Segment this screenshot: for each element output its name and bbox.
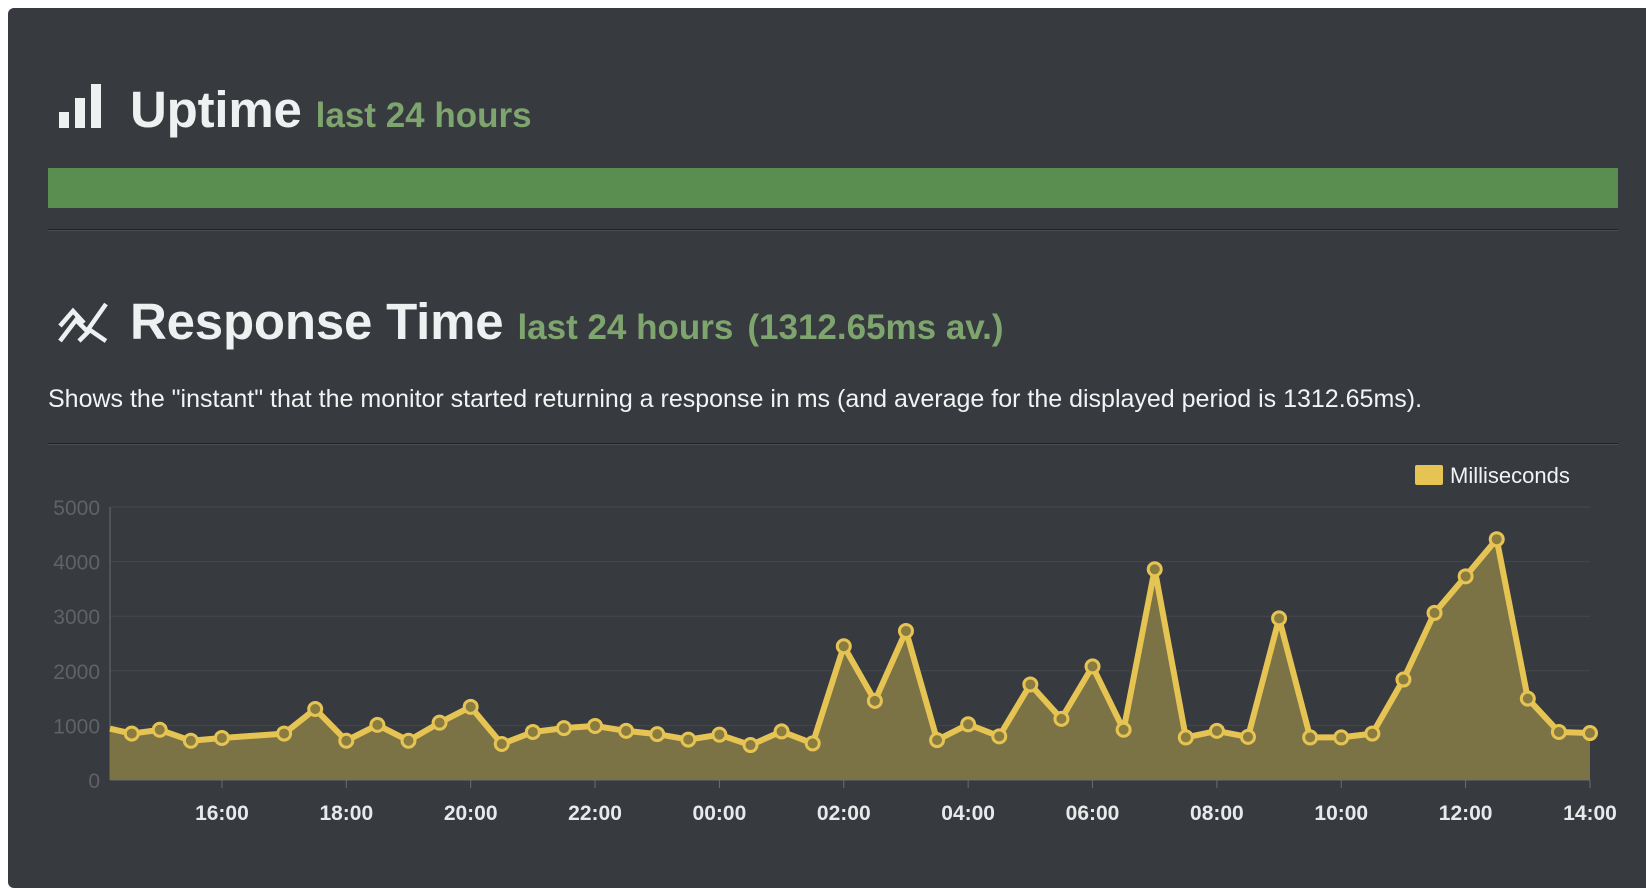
data-point[interactable] [1053, 710, 1070, 727]
data-point[interactable] [1022, 676, 1039, 693]
chart-area-layer [109, 536, 1591, 780]
data-point[interactable] [400, 732, 417, 749]
data-point[interactable] [1115, 721, 1132, 738]
data-point[interactable] [742, 737, 759, 754]
data-point[interactable] [431, 714, 448, 731]
x-tick-label: 14:00 [1563, 802, 1617, 825]
chart-legend: Milliseconds [1415, 463, 1570, 488]
data-point[interactable] [1208, 722, 1225, 739]
y-tick-label: 4000 [53, 552, 100, 575]
response-time-title: Response Time [130, 293, 504, 350]
x-tick-label: 12:00 [1439, 802, 1493, 825]
line-chart-icon [58, 302, 108, 343]
data-point[interactable] [555, 720, 572, 737]
data-point[interactable] [680, 731, 697, 748]
data-point[interactable] [524, 723, 541, 740]
data-point[interactable] [960, 716, 977, 733]
uptime-heading: Uptime last 24 hours [130, 80, 532, 139]
uptime-title: Uptime [130, 81, 302, 138]
data-point[interactable] [804, 735, 821, 752]
x-tick-label: 08:00 [1190, 802, 1244, 825]
x-tick-label: 22:00 [568, 802, 622, 825]
data-point[interactable] [1239, 728, 1256, 745]
data-point[interactable] [213, 729, 230, 746]
data-point[interactable] [182, 732, 199, 749]
response-time-heading: Response Time last 24 hours (1312.65ms a… [130, 292, 1004, 351]
y-tick-label: 0 [88, 770, 100, 793]
x-tick-label: 20:00 [444, 802, 498, 825]
data-point[interactable] [1426, 604, 1443, 621]
data-point[interactable] [307, 701, 324, 718]
y-axis-ticks: 0 1000 2000 3000 4000 5000 [53, 497, 100, 793]
data-point[interactable] [1550, 723, 1567, 740]
data-point[interactable] [1457, 568, 1474, 585]
data-point[interactable] [1582, 725, 1598, 742]
data-point[interactable] [1519, 690, 1536, 707]
data-point[interactable] [587, 717, 604, 734]
bar-chart-icon [59, 84, 101, 128]
data-point[interactable] [649, 726, 666, 743]
data-point[interactable] [338, 732, 355, 749]
data-point[interactable] [711, 726, 728, 743]
data-point[interactable] [1146, 561, 1163, 578]
data-point[interactable] [462, 698, 479, 715]
data-point[interactable] [866, 692, 883, 709]
data-point[interactable] [897, 622, 914, 639]
x-tick-label: 18:00 [319, 802, 373, 825]
data-point[interactable] [929, 732, 946, 749]
response-time-average: (1312.65ms av.) [747, 308, 1004, 347]
uptime-subtitle: last 24 hours [315, 96, 532, 135]
data-point[interactable] [1177, 729, 1194, 746]
data-point[interactable] [1302, 729, 1319, 746]
data-point[interactable] [1084, 658, 1101, 675]
y-tick-label: 3000 [53, 606, 100, 629]
x-tick-label: 06:00 [1066, 802, 1120, 825]
data-point[interactable] [493, 735, 510, 752]
uptime-bar [48, 168, 1618, 208]
section-divider [48, 229, 1618, 231]
data-point[interactable] [276, 725, 293, 742]
data-point[interactable] [773, 723, 790, 740]
data-point[interactable] [1395, 671, 1412, 688]
response-time-subtitle: last 24 hours [517, 308, 734, 347]
x-tick-label: 02:00 [817, 802, 871, 825]
x-axis-ticks: 16:00 18:00 20:00 22:00 00:00 02:00 04:00 06:00… [195, 802, 1617, 825]
response-time-description: Shows the "instant" that the monitor sta… [48, 385, 1423, 413]
data-point[interactable] [1364, 725, 1381, 742]
data-point[interactable] [835, 638, 852, 655]
data-point[interactable] [369, 716, 386, 733]
y-tick-label: 2000 [53, 661, 100, 684]
legend-swatch [1415, 465, 1443, 485]
chart-points-layer [123, 531, 1598, 754]
chart-divider [48, 443, 1618, 445]
y-tick-label: 1000 [53, 715, 100, 738]
y-tick-label: 5000 [53, 497, 100, 520]
data-point[interactable] [1488, 531, 1505, 548]
data-point[interactable] [151, 721, 168, 738]
x-tick-label: 04:00 [941, 802, 995, 825]
data-point[interactable] [618, 722, 635, 739]
x-tick-label: 00:00 [693, 802, 747, 825]
data-point[interactable] [1271, 610, 1288, 627]
data-point[interactable] [1333, 729, 1350, 746]
legend-label: Milliseconds [1450, 463, 1570, 488]
x-tick-label: 10:00 [1314, 802, 1368, 825]
data-point[interactable] [991, 728, 1008, 745]
data-point[interactable] [123, 725, 140, 742]
x-tick-label: 16:00 [195, 802, 249, 825]
